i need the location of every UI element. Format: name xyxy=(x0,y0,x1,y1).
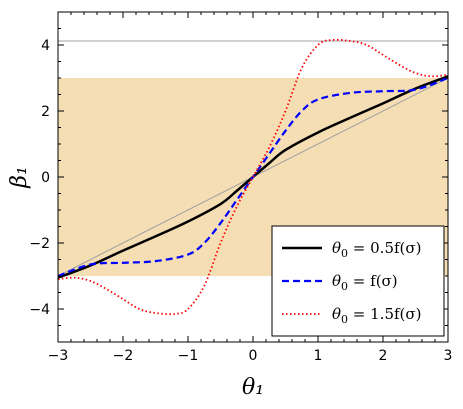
x-tick-label: 1 xyxy=(314,348,323,364)
x-tick-label: −2 xyxy=(113,348,134,364)
x-tick-label: 3 xyxy=(444,348,453,364)
legend-box xyxy=(271,225,445,337)
series-line-2 xyxy=(58,76,448,278)
y-tick-label: 4 xyxy=(41,38,50,54)
x-tick-label: 0 xyxy=(249,348,258,364)
legend-label-3: θ0 = 1.5f(σ) xyxy=(332,305,422,326)
y-tick-label: 2 xyxy=(41,104,50,120)
plot-area xyxy=(58,38,448,316)
y-tick-label: −4 xyxy=(29,302,50,318)
legend: θ0 = 0.5f(σ) θ0 = f(σ) θ0 = 1.5f(σ) xyxy=(271,225,445,337)
legend-label-2: θ0 = f(σ) xyxy=(332,272,398,293)
axes: −3 −2 −1 0 1 2 3 −4 −2 0 2 4 θ₁ β₁ xyxy=(7,11,453,400)
plot-clip-group xyxy=(58,38,448,316)
series-line-3 xyxy=(58,38,448,316)
x-axis-label: θ₁ xyxy=(242,375,264,400)
x-tick-label: −1 xyxy=(178,348,199,364)
x-tick-label: −3 xyxy=(48,348,69,364)
y-axis-label: β₁ xyxy=(7,166,32,189)
x-tick-label: 2 xyxy=(379,348,388,364)
y-tick-label: 0 xyxy=(41,170,50,186)
y-tick-label: −2 xyxy=(29,236,50,252)
legend-label-1: θ0 = 0.5f(σ) xyxy=(332,239,422,260)
